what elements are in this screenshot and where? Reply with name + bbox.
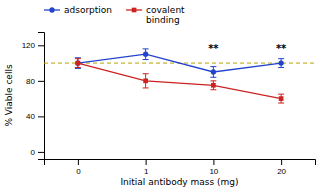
y-tick-label: 40 (26, 112, 35, 121)
x-axis-line (45, 160, 316, 166)
y-tick-mark (38, 116, 44, 117)
error-bar-cap (143, 59, 149, 60)
marks (44, 49, 315, 103)
error-bar-cap (75, 67, 81, 68)
x-tick-mark (281, 159, 282, 165)
x-tick-label: 0 (76, 167, 81, 176)
x-tick-mark (146, 159, 147, 165)
error-bar (278, 94, 284, 103)
line (78, 63, 281, 99)
annotation: ** (276, 43, 287, 54)
error-bar-cap (210, 77, 216, 78)
error-bar (278, 59, 284, 68)
y-tick: 40 (26, 112, 44, 121)
x-tick-mark (78, 159, 79, 165)
error-bar-cap (278, 103, 284, 104)
error-bar (210, 67, 216, 78)
x-tick-label: 10 (209, 167, 218, 176)
y-tick: 80 (26, 77, 44, 86)
x-axis-title: Initial antibody mass (mg) (120, 177, 238, 187)
x-tick: 1 (144, 159, 149, 176)
point (76, 61, 81, 66)
error-bar-cap (75, 68, 81, 69)
y-tick: 0 (31, 148, 44, 157)
x-tick-mark (213, 159, 214, 165)
error-bar-cap (75, 58, 81, 59)
error-bar-cap (210, 66, 216, 67)
x-tick-label: 1 (144, 167, 149, 176)
error-bar-cap (210, 89, 216, 90)
error-bar-cap (278, 94, 284, 95)
error-bar (75, 58, 81, 69)
point (278, 60, 283, 65)
y-tick-mark (38, 45, 44, 46)
point (75, 60, 80, 65)
error-bar-cap (143, 48, 149, 49)
legend: adsorption covalentbinding (44, 5, 185, 25)
point (279, 96, 284, 101)
point (143, 79, 148, 84)
point (143, 52, 148, 57)
x-axis: 0 1 10 20 (45, 159, 316, 176)
error-bar-cap (278, 58, 284, 59)
y-axis: 0 40 80 120 (22, 33, 45, 160)
y-tick-label: 120 (22, 41, 36, 50)
series (75, 49, 284, 77)
line (78, 54, 281, 72)
x-tick: 10 (209, 159, 218, 176)
error-bar-cap (75, 57, 81, 58)
legend-marker (132, 8, 137, 13)
y-tick-mark (38, 81, 44, 82)
legend-marker (49, 7, 54, 12)
legend-label: covalentbinding (146, 5, 185, 25)
y-tick: 120 (22, 41, 44, 50)
y-axis-title: % Viable cells (4, 64, 14, 126)
error-bar (210, 81, 216, 90)
error-bar (143, 49, 149, 60)
annotation: ** (208, 43, 219, 54)
point (211, 69, 216, 74)
x-tick: 20 (277, 159, 286, 176)
x-tick: 0 (76, 159, 81, 176)
point (211, 83, 216, 88)
legend-item: covalentbinding (126, 5, 185, 25)
chart: 0 1 10 20 0 40 80 120 Initial antibody mass (mg)… (0, 0, 327, 189)
x-tick-label: 20 (277, 167, 286, 176)
error-bar-cap (210, 80, 216, 81)
error-bar (75, 59, 81, 68)
series (75, 59, 284, 103)
y-tick-mark (38, 152, 44, 153)
y-tick-label: 80 (26, 77, 35, 86)
y-tick-label: 0 (31, 148, 36, 157)
error-bar-cap (143, 73, 149, 74)
legend-label: adsorption (64, 5, 112, 15)
y-axis-line (38, 33, 45, 160)
legend-item: adsorption (44, 5, 112, 15)
error-bar (143, 74, 149, 88)
error-bar-cap (143, 87, 149, 88)
plot: 0 1 10 20 0 40 80 120 Initial antibody mass (mg)… (4, 33, 316, 188)
error-bar-cap (278, 67, 284, 68)
